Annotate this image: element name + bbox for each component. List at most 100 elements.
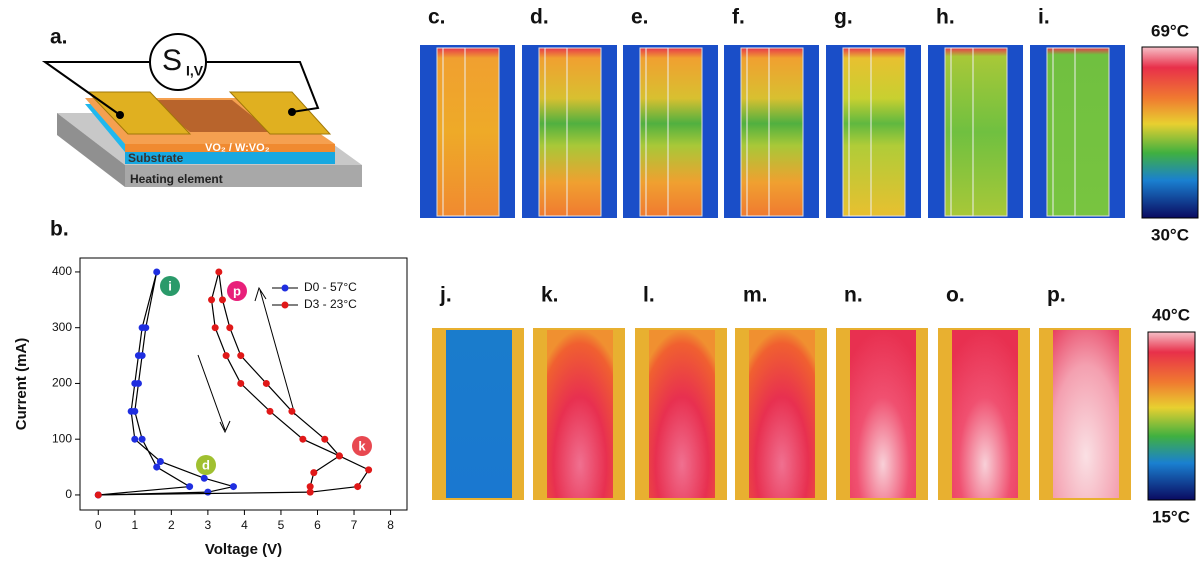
thermal-sample bbox=[952, 330, 1018, 498]
legend-marker bbox=[281, 284, 289, 292]
contact-dot bbox=[288, 108, 296, 116]
data-point bbox=[237, 352, 245, 360]
thermal-sample bbox=[649, 330, 715, 498]
colorbar bbox=[1141, 46, 1199, 219]
y-axis-title: Current (mA) bbox=[13, 338, 30, 431]
data-point bbox=[229, 483, 237, 491]
film-label: VO₂ / W:VO₂ bbox=[205, 142, 270, 154]
source-label: S bbox=[162, 44, 182, 77]
wire-left bbox=[41, 61, 150, 116]
data-point bbox=[204, 488, 212, 496]
panel-label: h. bbox=[936, 6, 955, 29]
annotation-badge bbox=[160, 276, 180, 296]
electrode-right bbox=[228, 91, 332, 135]
data-point bbox=[138, 352, 146, 360]
source-subscript: I,V bbox=[186, 63, 204, 79]
data-point bbox=[335, 452, 343, 460]
data-point bbox=[215, 268, 223, 276]
x-axis-title: Voltage (V) bbox=[205, 541, 282, 558]
data-point bbox=[299, 435, 307, 443]
data-point bbox=[306, 488, 314, 496]
panel-label: b. bbox=[50, 218, 69, 241]
legend-label: D3 - 23°C bbox=[304, 297, 357, 311]
thermal-sample bbox=[547, 330, 613, 498]
heater-front bbox=[125, 165, 362, 187]
colorbar-max: 40°C bbox=[1152, 305, 1190, 324]
annotation-badge bbox=[227, 281, 247, 301]
x-tick-label: 5 bbox=[278, 518, 285, 532]
panel-label: i. bbox=[1038, 6, 1050, 29]
colorbar bbox=[1147, 331, 1196, 501]
thermal-sample bbox=[436, 47, 500, 217]
data-point bbox=[153, 463, 161, 471]
device-diagram: S I,V VO₂ / W:VO₂ Substrate Heating elem… bbox=[41, 33, 362, 187]
colorbar-max: 69°C bbox=[1151, 21, 1189, 40]
legend-marker bbox=[281, 301, 289, 309]
annotation-label: i bbox=[168, 278, 172, 293]
panel-label: o. bbox=[946, 284, 965, 307]
thermal-frame bbox=[1052, 47, 1076, 217]
heater-label: Heating element bbox=[130, 172, 223, 186]
data-point bbox=[211, 324, 219, 332]
panel-label: j. bbox=[439, 284, 452, 307]
x-tick-label: 8 bbox=[387, 518, 394, 532]
data-point bbox=[131, 435, 139, 443]
panel-label: d. bbox=[530, 6, 549, 29]
arrow bbox=[254, 286, 296, 416]
annotation-badge bbox=[352, 436, 372, 456]
data-point bbox=[138, 435, 146, 443]
thermal-frame bbox=[746, 47, 770, 217]
data-point bbox=[186, 483, 194, 491]
film-front bbox=[125, 144, 335, 152]
data-point bbox=[306, 483, 314, 491]
annotation-badge bbox=[196, 455, 216, 475]
panel-label: m. bbox=[743, 284, 768, 307]
contact-dot bbox=[116, 111, 124, 119]
thermal-frame bbox=[442, 47, 466, 217]
substrate-label: Substrate bbox=[128, 151, 184, 165]
panel-label: p. bbox=[1047, 284, 1066, 307]
panel-label: a. bbox=[50, 26, 68, 49]
arrow bbox=[197, 354, 231, 434]
data-point bbox=[222, 352, 230, 360]
thermal-sample bbox=[944, 47, 1008, 217]
wire-right bbox=[206, 61, 320, 113]
annotation-label: k bbox=[358, 438, 366, 453]
panel-label: c. bbox=[428, 6, 446, 29]
data-point bbox=[208, 296, 216, 304]
annotation-label: d bbox=[202, 457, 210, 472]
data-point bbox=[156, 457, 164, 465]
y-tick-label: 100 bbox=[52, 431, 72, 445]
data-point bbox=[134, 379, 142, 387]
thermal-frame bbox=[645, 47, 669, 217]
panel-label: g. bbox=[834, 6, 853, 29]
substrate-front bbox=[125, 152, 335, 164]
thermal-frame bbox=[544, 47, 568, 217]
heater-side bbox=[57, 113, 125, 187]
data-point bbox=[288, 407, 296, 415]
data-point bbox=[266, 407, 274, 415]
x-tick-label: 6 bbox=[314, 518, 321, 532]
thermal-sample bbox=[842, 47, 906, 217]
data-point bbox=[200, 474, 208, 482]
data-point bbox=[94, 491, 102, 499]
x-tick-label: 7 bbox=[351, 518, 358, 532]
data-point bbox=[218, 296, 226, 304]
thermal-sample bbox=[1053, 330, 1119, 498]
thermal-frame bbox=[848, 47, 872, 217]
panel-label: f. bbox=[732, 6, 745, 29]
data-point bbox=[226, 324, 234, 332]
iv-chart: 0 1 2 3 4 5 6 7 8 0 100 200 300 400 Voltage (V) Current… bbox=[13, 257, 408, 558]
x-tick-label: 3 bbox=[205, 518, 212, 532]
data-point bbox=[310, 469, 318, 477]
data-point bbox=[237, 379, 245, 387]
annotation-label: p bbox=[233, 283, 241, 298]
data-point bbox=[153, 268, 161, 276]
legend-label: D0 - 57°C bbox=[304, 280, 357, 294]
thermal-sample bbox=[749, 330, 815, 498]
data-point bbox=[142, 324, 150, 332]
data-point bbox=[262, 379, 270, 387]
y-tick-label: 300 bbox=[52, 320, 72, 334]
